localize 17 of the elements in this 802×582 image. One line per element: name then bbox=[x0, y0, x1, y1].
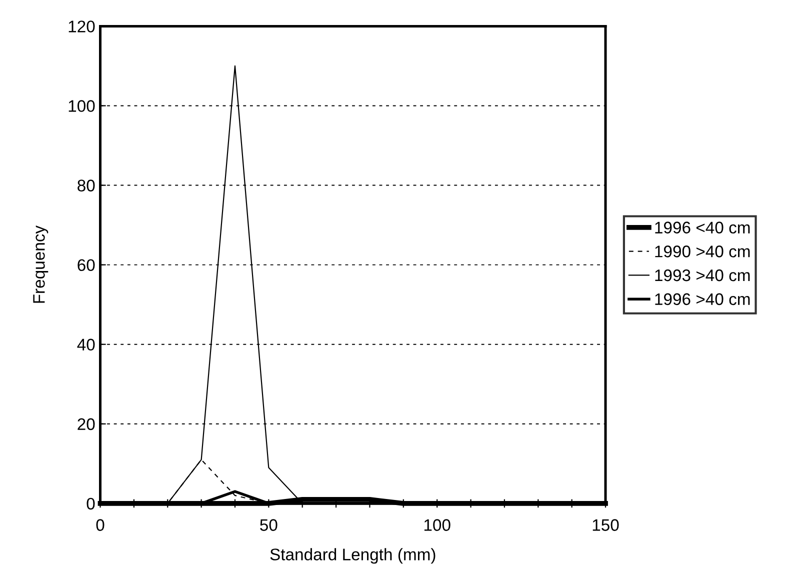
x-tick-label: 100 bbox=[424, 519, 450, 531]
y-tick-label: 120 bbox=[68, 20, 95, 32]
y-tick-label: 80 bbox=[78, 180, 95, 192]
y-tick-label: 60 bbox=[78, 259, 95, 272]
legend-label: 1996 <40 cm bbox=[655, 222, 750, 234]
y-tick-label: 100 bbox=[68, 100, 95, 112]
x-tick-label: 0 bbox=[96, 519, 104, 531]
legend-label: 1996 >40 cm bbox=[655, 293, 750, 306]
x-axis-title: Standard Length (mm) bbox=[270, 548, 436, 564]
y-tick-label: 20 bbox=[78, 418, 95, 430]
x-tick-label: 50 bbox=[260, 519, 278, 531]
y-tick-label: 40 bbox=[77, 338, 95, 351]
y-tick-label: 0 bbox=[86, 498, 95, 510]
x-tick-label: 150 bbox=[592, 519, 619, 531]
y-axis-title: Frequency bbox=[33, 225, 48, 303]
legend-label: 1993 >40 cm bbox=[655, 269, 750, 282]
legend-label: 1990 >40 cm bbox=[655, 246, 750, 258]
